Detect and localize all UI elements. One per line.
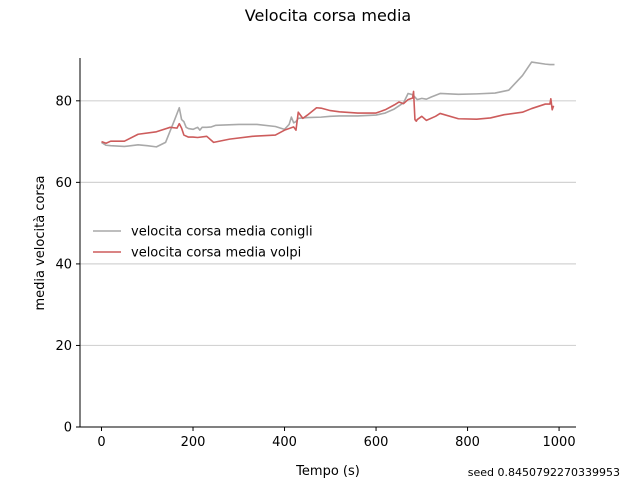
x-tick-label: 400 xyxy=(272,435,297,450)
y-tick-label: 40 xyxy=(55,257,72,272)
legend-label-1: velocita corsa media conigli xyxy=(131,225,313,240)
x-ticks: 0 200 400 600 800 1000 xyxy=(97,427,576,450)
x-axis-label: Tempo (s) xyxy=(295,464,360,479)
chart-title: Velocita corsa media xyxy=(245,6,411,25)
series-lines xyxy=(101,61,555,148)
y-tick-label: 60 xyxy=(55,176,72,191)
x-tick-label: 800 xyxy=(455,435,480,450)
x-tick-label: 0 xyxy=(97,435,105,450)
y-tick-label: 0 xyxy=(64,421,72,436)
x-tick-label: 200 xyxy=(181,435,206,450)
y-tick-label: 80 xyxy=(55,94,72,109)
legend-label-2: velocita corsa media volpi xyxy=(131,246,301,261)
axes xyxy=(79,58,576,428)
y-ticks: 0 20 40 60 80 xyxy=(55,94,80,436)
series-line-1 xyxy=(101,61,555,148)
x-tick-label: 600 xyxy=(364,435,389,450)
seed-text: seed 0.8450792270339953 xyxy=(467,466,620,479)
y-tick-label: 20 xyxy=(55,339,72,354)
grid-lines xyxy=(80,100,576,347)
legend: velocita corsa media conigli velocita cor… xyxy=(93,225,313,261)
y-axis-label: media velocità corsa xyxy=(33,175,48,310)
x-tick-label: 1000 xyxy=(543,435,576,450)
series-line-2 xyxy=(101,90,555,145)
